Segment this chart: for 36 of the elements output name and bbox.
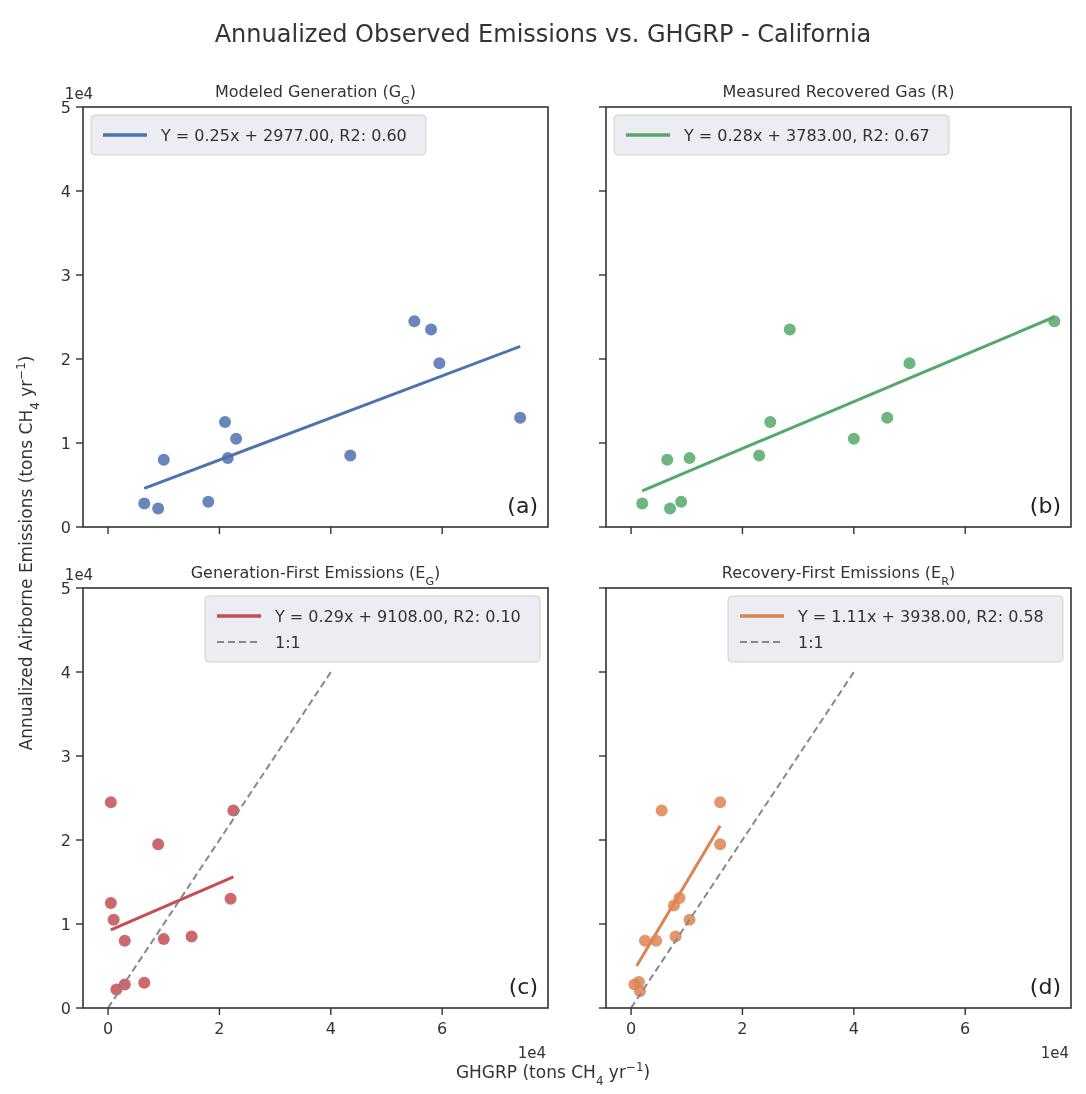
annotation: (a) (507, 493, 538, 518)
chart-subtitle: Generation-First Emissions (E$_{G}$) (190, 563, 441, 588)
chart-subtitle: Measured Recovered Gas (R) (722, 82, 955, 101)
annotation: (d) (1029, 974, 1061, 999)
x-tick-label: 4 (325, 1019, 336, 1038)
x-tick-label: 2 (737, 1019, 748, 1038)
x-axis-title: GHGRP (tons CH$_{4}$ yr$^{−1}$) (455, 1060, 651, 1088)
text: 1e4 (1040, 1044, 1069, 1062)
legend-label: 1:1 (798, 632, 824, 652)
y-tick-label: 0 (60, 517, 71, 537)
annotation: (c) (508, 974, 538, 999)
x-tick-label: 6 (960, 1019, 971, 1038)
y-tick-label: 2 (60, 830, 71, 850)
y-tick-label: 4 (60, 662, 71, 682)
text: 1e4 (517, 1044, 546, 1062)
y-tick-label: 1 (60, 433, 71, 453)
chart-title: Annualized Observed Emissions vs. GHGRP - California (214, 20, 872, 48)
x-tick-label: 6 (437, 1019, 448, 1038)
y-tick-label: 2 (60, 349, 71, 369)
y-tick-label: 4 (60, 181, 71, 201)
x-tick-label: 0 (625, 1019, 637, 1038)
legend-label: Y = 0.29x + 9108.00, R2: 0.10 (274, 606, 521, 626)
legend-label: Y = 1.11x + 3938.00, R2: 0.58 (797, 606, 1044, 626)
annotation: (b) (1029, 493, 1061, 518)
x-tick-label: 4 (848, 1019, 859, 1038)
chart-subtitle: Modeled Generation (G$_{G}$) (214, 82, 417, 107)
x-tick-label: 0 (102, 1019, 114, 1038)
y-tick-label: 3 (60, 746, 71, 766)
legend-label: 1:1 (275, 632, 301, 652)
legend-label: Y = 0.28x + 3783.00, R2: 0.67 (683, 125, 930, 145)
x-tick-label: 2 (214, 1019, 225, 1038)
legend-label: Y = 0.25x + 2977.00, R2: 0.60 (160, 125, 407, 145)
y-tick-label: 3 (60, 265, 71, 285)
chart-subtitle: Recovery-First Emissions (E$_{R}$) (721, 563, 956, 588)
y-tick-label: 1 (60, 914, 71, 934)
y-tick-label: 0 (60, 998, 71, 1018)
